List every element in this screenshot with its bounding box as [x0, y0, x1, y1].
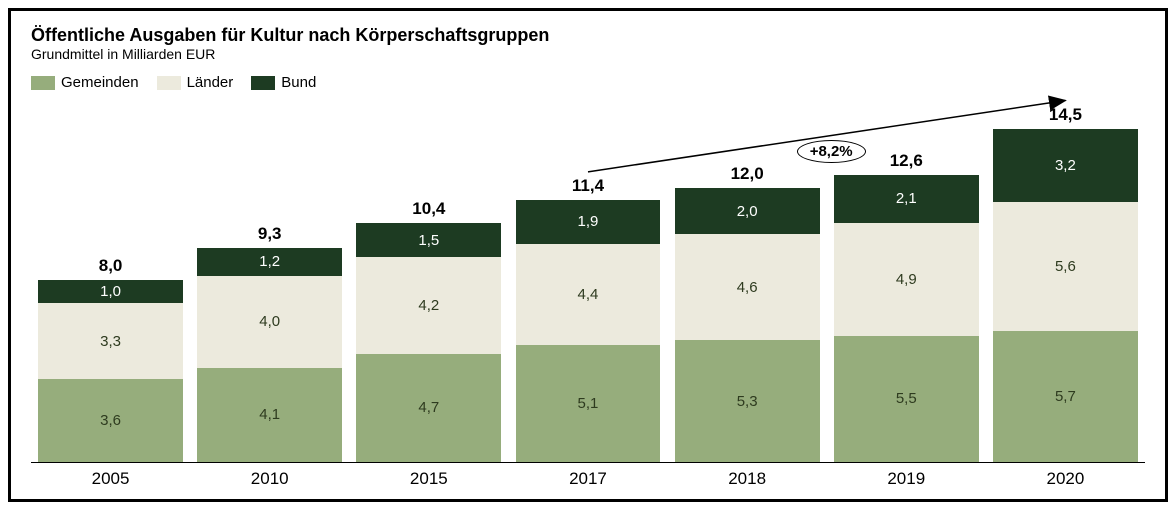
bar-total-label: 9,3	[258, 224, 282, 244]
legend-label-bund: Bund	[281, 74, 316, 91]
stacked-bar: 5,54,92,1	[834, 175, 979, 462]
bar-segment-bund: 1,0	[38, 280, 183, 303]
legend-swatch-gemeinden	[31, 76, 55, 90]
stacked-bar: 5,75,63,2	[993, 129, 1138, 462]
bar-total-label: 10,4	[412, 199, 445, 219]
x-axis-label: 2015	[356, 469, 501, 489]
x-axis-label: 2010	[197, 469, 342, 489]
bar-total-label: 12,0	[731, 164, 764, 184]
bar-group: 9,3 4,14,01,2	[197, 224, 342, 462]
bar-total-label: 8,0	[99, 256, 123, 276]
bar-segment-bund: 1,5	[356, 223, 501, 258]
bar-group: 11,4 5,14,41,9	[516, 176, 661, 462]
bar-segment-bund: 3,2	[993, 129, 1138, 203]
bar-segment-bund: 1,9	[516, 200, 661, 244]
x-axis-label: 2017	[516, 469, 661, 489]
chart-subtitle: Grundmittel in Milliarden EUR	[31, 46, 1145, 62]
bar-segment-länder: 4,0	[197, 276, 342, 368]
x-axis-label: 2019	[834, 469, 979, 489]
legend-label-laender: Länder	[187, 74, 234, 91]
bar-segment-gemeinden: 5,3	[675, 340, 820, 462]
bar-segment-bund: 2,1	[834, 175, 979, 223]
x-axis-label: 2018	[675, 469, 820, 489]
bar-segment-gemeinden: 5,5	[834, 336, 979, 463]
stacked-bar: 5,14,41,9	[516, 200, 661, 462]
bar-segment-länder: 4,6	[675, 234, 820, 340]
legend-item-gemeinden: Gemeinden	[31, 74, 139, 91]
legend-swatch-bund	[251, 76, 275, 90]
stacked-bar: 3,63,31,0	[38, 280, 183, 462]
chart-area: 8,03,63,31,09,34,14,01,210,44,74,21,511,…	[31, 97, 1145, 463]
bar-group: 12,6 5,54,92,1	[834, 151, 979, 462]
bar-group: 14,5 5,75,63,2	[993, 105, 1138, 462]
bar-segment-länder: 4,9	[834, 223, 979, 336]
bar-total-label: 12,6	[890, 151, 923, 171]
legend-item-bund: Bund	[251, 74, 316, 91]
x-axis-label: 2005	[38, 469, 183, 489]
bar-segment-länder: 4,4	[516, 244, 661, 345]
bar-segment-gemeinden: 5,7	[993, 331, 1138, 462]
bar-segment-gemeinden: 3,6	[38, 379, 183, 462]
bar-segment-länder: 3,3	[38, 303, 183, 379]
legend-label-gemeinden: Gemeinden	[61, 74, 139, 91]
legend-swatch-laender	[157, 76, 181, 90]
legend-item-laender: Länder	[157, 74, 234, 91]
stacked-bar: 5,34,62,0	[675, 188, 820, 462]
stacked-bar: 4,74,21,5	[356, 223, 501, 462]
bar-segment-bund: 2,0	[675, 188, 820, 234]
bar-group: 8,0 3,63,31,0	[38, 256, 183, 462]
bar-segment-bund: 1,2	[197, 248, 342, 276]
bar-segment-länder: 5,6	[993, 202, 1138, 331]
bar-segment-gemeinden: 4,1	[197, 368, 342, 462]
bar-segment-länder: 4,2	[356, 257, 501, 354]
bar-total-label: 14,5	[1049, 105, 1082, 125]
bar-segment-gemeinden: 4,7	[356, 354, 501, 462]
x-axis: 2005 2010 2015 2017 2018 2019 2020	[31, 469, 1145, 489]
bar-total-label: 11,4	[572, 176, 604, 196]
bar-group: 10,4 4,74,21,5	[356, 199, 501, 462]
stacked-bar: 4,14,01,2	[197, 248, 342, 462]
x-axis-label: 2020	[993, 469, 1138, 489]
legend: Gemeinden Länder Bund	[31, 74, 1145, 91]
chart-frame: Öffentliche Ausgaben für Kultur nach Kör…	[8, 8, 1168, 502]
bar-group: 12,0 5,34,62,0	[675, 164, 820, 462]
chart-title: Öffentliche Ausgaben für Kultur nach Kör…	[31, 25, 1145, 46]
bar-segment-gemeinden: 5,1	[516, 345, 661, 462]
